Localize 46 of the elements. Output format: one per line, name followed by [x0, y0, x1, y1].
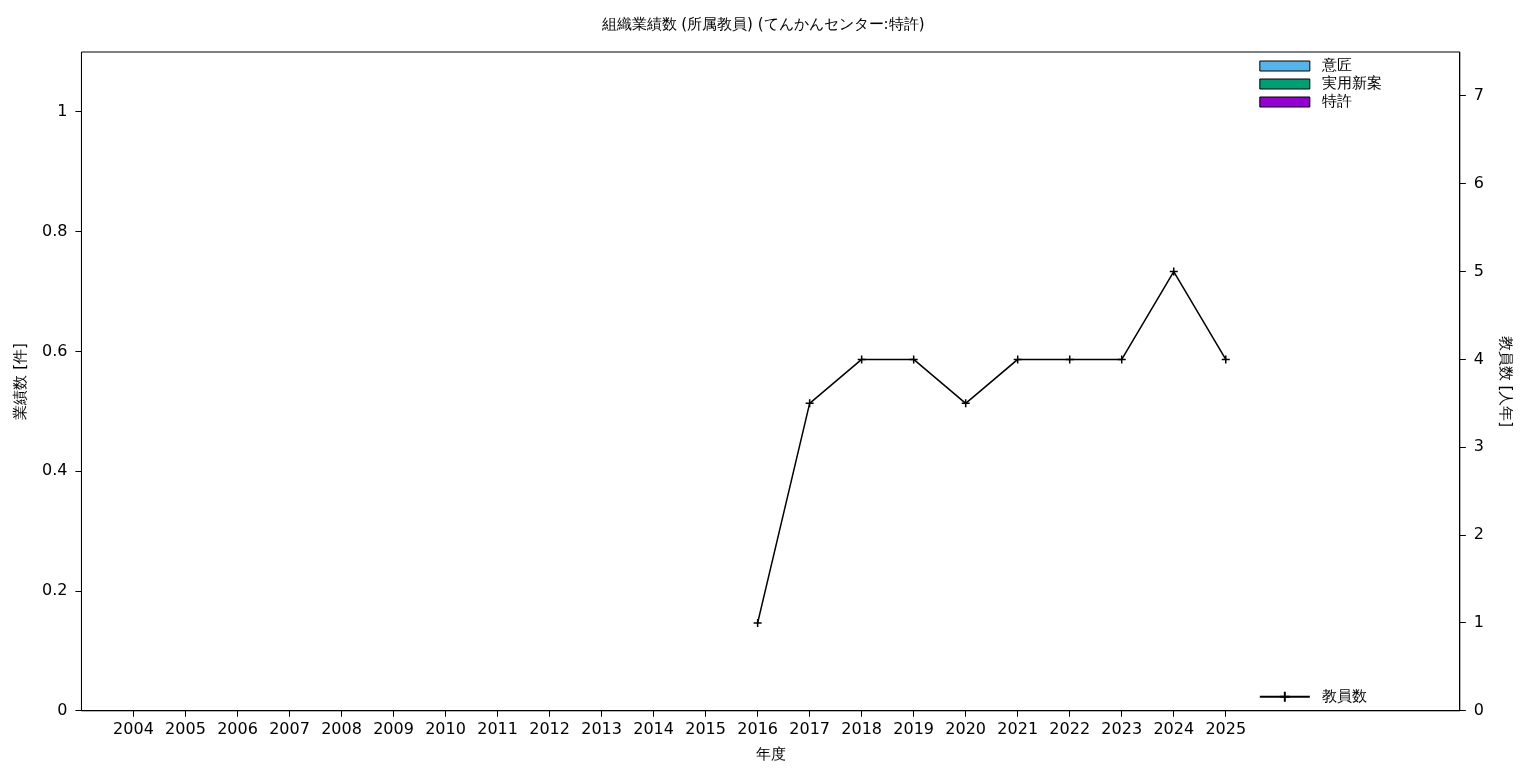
x-tick-label: 2006 [217, 718, 258, 738]
x-tick-label: 2022 [1049, 718, 1091, 738]
x-tick-label: 2010 [425, 718, 466, 738]
x-tick-label: 2013 [581, 718, 622, 738]
y-tick-label: 0.2 [41, 580, 68, 600]
x-tick-label: 2011 [477, 718, 518, 738]
y-tick-label: 0.4 [41, 460, 68, 480]
point [1221, 354, 1231, 365]
x-tick-label: 2007 [269, 718, 310, 738]
point [752, 618, 763, 628]
y2-axis-title: 教員数 [人年] [1497, 335, 1516, 428]
x-tick-label: 2014 [633, 718, 674, 738]
x-tick-label: 2019 [893, 718, 935, 738]
x-tick-label: 2009 [373, 718, 414, 738]
x-tick-label: 2024 [1153, 718, 1195, 738]
x-tick-label: 2015 [685, 718, 726, 738]
x-tick-label: 2020 [945, 718, 987, 738]
x-tick-label: 2021 [997, 718, 1039, 738]
y-tick-label: 0 [57, 699, 68, 719]
x-axis-title: 年度 [755, 744, 786, 763]
legend-label: 特許 [1321, 91, 1352, 110]
x-tick-label: 2012 [529, 718, 570, 738]
x-tick-label: 2025 [1205, 718, 1247, 738]
x-tick-label: 2016 [737, 718, 778, 738]
x-tick-label: 2008 [321, 718, 362, 738]
legend-label: 意匠 [1320, 55, 1352, 74]
y2-tick-label: 3 [1473, 436, 1485, 456]
x-tick-label: 2018 [841, 718, 883, 738]
y2-tick-label: 0 [1473, 699, 1485, 719]
legend-label: 教員数 [1321, 686, 1367, 705]
y2-tick-label: 4 [1473, 348, 1485, 368]
x-tick-label: 2004 [113, 718, 154, 738]
y-axis-title: 業績数 [件] [10, 343, 29, 420]
y2-tick-label: 2 [1473, 524, 1485, 544]
legend-label: 実用新案 [1321, 73, 1382, 92]
y-tick-label: 1 [57, 101, 68, 121]
x-tick-label: 2023 [1101, 718, 1143, 738]
y2-tick-label: 5 [1473, 260, 1485, 280]
y-tick-label: 0.8 [41, 220, 68, 240]
y2-tick-label: 1 [1473, 612, 1485, 632]
y2-tick-label: 6 [1473, 172, 1485, 192]
x-tick-label: 2017 [789, 718, 830, 738]
y-tick-label: 0.6 [41, 340, 68, 360]
y2-tick-label: 7 [1473, 85, 1485, 105]
chart-title: 組織業績数 (所属教員) (てんかんセンター:特許) [600, 14, 925, 33]
x-tick-label: 2005 [165, 718, 206, 738]
